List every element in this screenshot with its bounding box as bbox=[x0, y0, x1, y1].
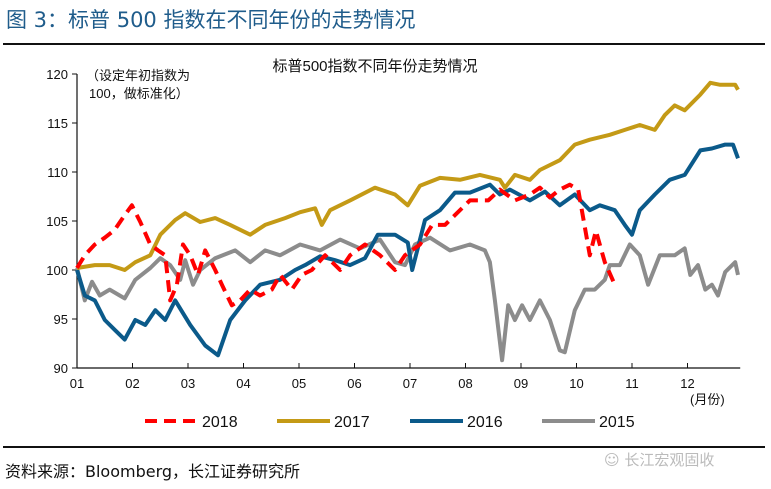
y-tick-label: 100 bbox=[46, 263, 68, 278]
y-tick-label: 95 bbox=[54, 312, 68, 327]
y-tick-label: 110 bbox=[47, 165, 68, 180]
x-tick-label: 12 bbox=[680, 376, 694, 391]
legend-label-2017: 2017 bbox=[334, 414, 370, 431]
bottom-divider bbox=[3, 446, 765, 448]
watermark: ☺ 长江宏观固收 bbox=[604, 449, 714, 470]
y-tick-label: 90 bbox=[54, 361, 68, 376]
legend-label-2016: 2016 bbox=[467, 414, 503, 431]
x-tick-label: 11 bbox=[625, 376, 639, 391]
figure-title: 图 3：标普 500 指数在不同年份的走势情况 bbox=[6, 8, 416, 32]
y-tick-label: 115 bbox=[47, 116, 68, 131]
x-tick-label: 10 bbox=[569, 376, 583, 391]
series-line-2016 bbox=[75, 142, 740, 358]
legend-label-2015: 2015 bbox=[599, 414, 635, 431]
x-tick-label: 04 bbox=[236, 376, 250, 391]
y-tick-label: 120 bbox=[46, 67, 68, 82]
series-line-2018 bbox=[75, 182, 617, 308]
chart-title: 标普500指数不同年份走势情况 bbox=[272, 58, 477, 75]
x-tick-label: 06 bbox=[347, 376, 361, 391]
x-tick-label: 08 bbox=[458, 376, 472, 391]
x-tick-label: 07 bbox=[403, 376, 417, 391]
top-divider bbox=[3, 43, 765, 45]
x-tick-label: 01 bbox=[70, 376, 84, 391]
watermark-text: 长江宏观固收 bbox=[624, 451, 715, 469]
x-tick-label: 03 bbox=[181, 376, 195, 391]
source-note: 资料来源：Bloomberg，长江证券研究所 bbox=[5, 462, 301, 481]
x-tick-label: 09 bbox=[514, 376, 528, 391]
chart-annotation-line1: （设定年初指数为 bbox=[86, 68, 190, 83]
x-tick-label: 02 bbox=[125, 376, 139, 391]
legend-label-2018: 2018 bbox=[202, 414, 238, 431]
chart-annotation-line2: 100，做标准化） bbox=[89, 86, 189, 101]
x-tick-label: 05 bbox=[292, 376, 306, 391]
wechat-icon: ☺ bbox=[604, 451, 620, 469]
y-tick-label: 105 bbox=[46, 214, 68, 229]
series-line-2015 bbox=[75, 235, 740, 363]
x-axis-label: (月份) bbox=[690, 392, 725, 407]
series-line-2017 bbox=[76, 80, 740, 272]
